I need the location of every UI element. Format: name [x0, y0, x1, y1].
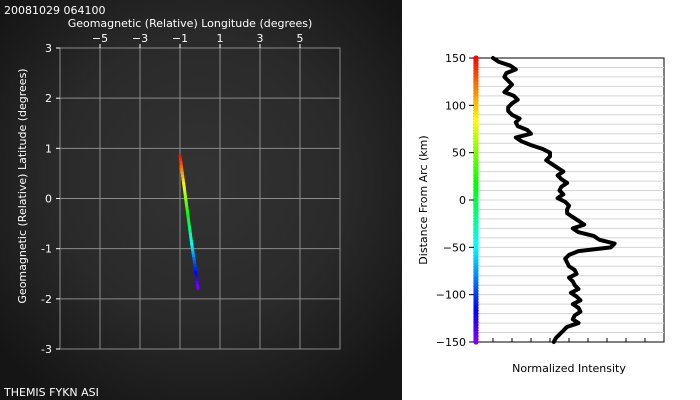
sky-map-tick-labels: -3 -2 -1 0 1 2 3 −5 −3 −1 1 3 5 — [41, 32, 303, 356]
sky-map-x-tick-label: −3 — [132, 32, 148, 45]
sky-map-y-tick-label: 1 — [45, 142, 52, 155]
intensity-profile-polyline — [491, 56, 617, 344]
sky-map-y-tick-label: -2 — [41, 293, 52, 306]
timestamp: 20081029 064100 — [4, 4, 105, 17]
sky-map-y-tick-label: -1 — [41, 243, 52, 256]
profile-grid — [474, 66, 664, 334]
sky-map-x-axis-title: Geomagnetic (Relative) Longitude (degree… — [68, 17, 313, 30]
sky-map-y-tick-label: 3 — [45, 42, 52, 55]
sky-map-y-tick-label: -3 — [41, 343, 52, 356]
profile-y-tick-label: −50 — [443, 241, 466, 254]
distance-color-scale — [473, 55, 479, 345]
profile-tick-labels: −150 −100 −50 0 50 100 150 — [436, 52, 646, 349]
intensity-profile-panel: −150 −100 −50 0 50 100 150 Normalized Intensit… — [402, 0, 700, 400]
intensity-profile-chart: −150 −100 −50 0 50 100 150 Normalized Intensit… — [417, 52, 665, 375]
sky-map-y-tick-label: 2 — [45, 92, 52, 105]
sky-map-chart: -3 -2 -1 0 1 2 3 −5 −3 −1 1 3 5 20081029 064100 THEM… — [0, 0, 402, 400]
profile-y-axis-title: Distance From Arc (km) — [417, 135, 430, 264]
sky-map-y-axis-title: Geomagnetic (Relative) Latitude (degrees… — [16, 68, 29, 303]
sky-map-x-tick-label: 3 — [257, 32, 264, 45]
sky-map-x-tick-label: −5 — [92, 32, 108, 45]
profile-y-tick-label: −100 — [436, 289, 466, 302]
sky-map-x-tick-label: 1 — [217, 32, 224, 45]
sky-map-y-tick-label: 0 — [45, 193, 52, 206]
sky-map-x-tick-label: 5 — [297, 32, 304, 45]
arc-line — [178, 154, 200, 291]
sky-map-x-tick-label: −1 — [172, 32, 188, 45]
footer-label: THEMIS FYKN ASI — [3, 386, 99, 399]
profile-y-tick-label: 50 — [452, 147, 466, 160]
intensity-profile-line — [491, 56, 617, 344]
profile-y-tick-label: 0 — [459, 194, 466, 207]
profile-y-tick-label: 150 — [445, 52, 466, 65]
sky-image-panel: -3 -2 -1 0 1 2 3 −5 −3 −1 1 3 5 20081029 064100 THEM… — [0, 0, 402, 400]
sky-image-background — [0, 0, 402, 400]
profile-y-tick-label: 100 — [445, 99, 466, 112]
color-scale-dot — [473, 339, 479, 345]
profile-x-axis-title: Normalized Intensity — [512, 362, 626, 375]
sky-map-grid — [59, 47, 341, 350]
profile-y-tick-label: −150 — [436, 336, 466, 349]
